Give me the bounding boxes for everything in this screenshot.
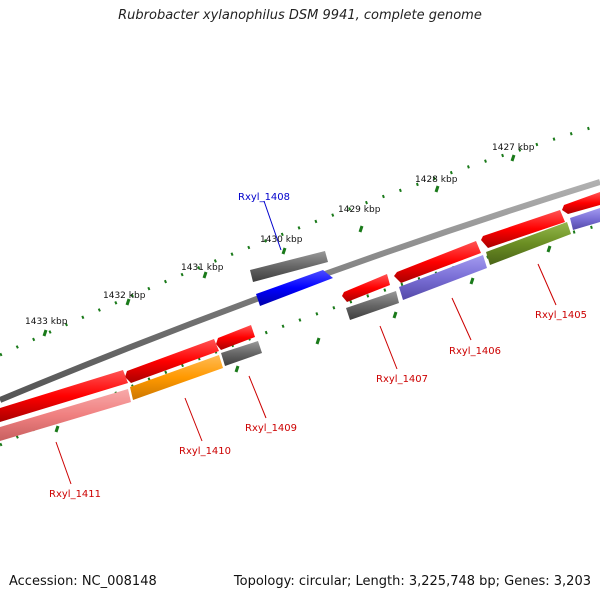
tick-label: 1429 kbp [338,205,381,215]
callout-line [451,297,472,341]
tick-label: 1427 kbp [492,143,535,153]
gene-feature-gray [221,341,262,366]
gene-feature-red [342,274,390,302]
tick-label: 1428 kbp [415,175,458,185]
tick-label: 1431 kbp [181,263,224,273]
outer-major-ticks [42,154,516,337]
tick-label: 1432 kbp [103,291,146,301]
gene-label-rxyl-1406[interactable]: Rxyl_1406 [449,346,501,357]
gene-feature-red [562,192,600,214]
gene-feature-red [216,325,255,350]
gene-label-rxyl-1411[interactable]: Rxyl_1411 [49,489,101,500]
gene-feature-purple [399,255,487,300]
gene-feature-red [0,370,128,422]
callout-line [184,397,203,442]
gene-feature-gray [250,251,328,282]
gene-feature-gray [346,291,399,320]
callout-line [537,263,557,306]
tick-label: 1430 kbp [260,235,303,245]
gene-label-rxyl-1408[interactable]: Rxyl_1408 [238,192,290,203]
gene-label-rxyl-1407[interactable]: Rxyl_1407 [376,374,428,385]
gene-label-rxyl-1410[interactable]: Rxyl_1410 [179,446,231,457]
gene-feature-olive [486,222,571,265]
callout-line [248,375,267,419]
gene-label-rxyl-1405[interactable]: Rxyl_1405 [535,310,587,321]
gene-feature-red [125,339,219,383]
inner-major-ticks [54,245,552,433]
gene-label-rxyl-1409[interactable]: Rxyl_1409 [245,423,297,434]
gene-feature-orange [130,355,223,400]
callout-line [263,200,282,251]
callout-line [379,325,398,370]
gene-feature-red [481,210,565,248]
gene-feature-red [394,241,481,283]
map-title: Rubrobacter xylanophilus DSM 9941, compl… [118,8,482,23]
gene-feature-purple [570,208,600,230]
callout-line [55,441,72,485]
gene-feature-blue [256,270,333,306]
backbone-arc [0,179,600,403]
accession-text: Accession: NC_008148 [9,574,157,589]
gene-feature-pink [0,389,131,441]
inner-scale-arc [0,223,600,447]
genome-summary-text: Topology: circular; Length: 3,225,748 bp… [233,574,591,589]
tick-label: 1433 kbp [25,317,68,327]
